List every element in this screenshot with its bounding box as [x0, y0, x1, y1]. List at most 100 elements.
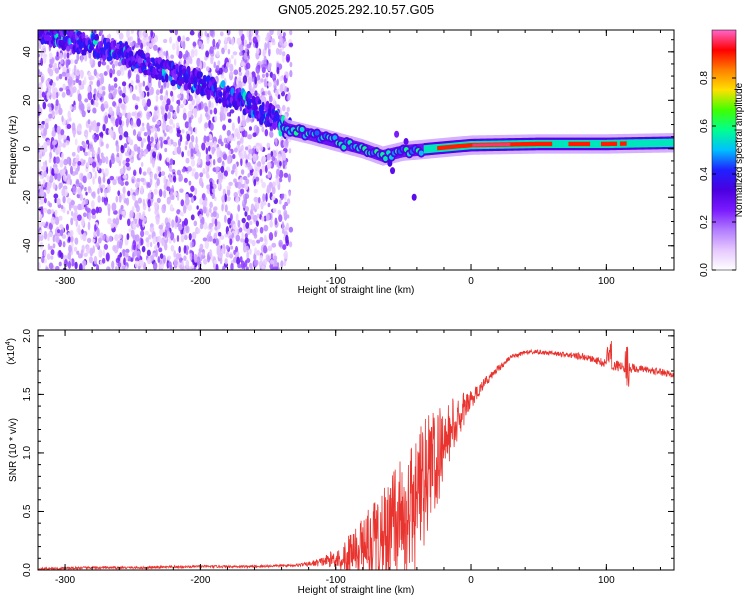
spectrogram-noise-cell	[55, 265, 60, 270]
spectrogram-xlabel: Height of straight line (km)	[298, 285, 415, 296]
spectrogram-noise-cell	[212, 183, 217, 190]
spectrogram-noise-cell	[180, 234, 185, 243]
spectrogram-noise-cell	[226, 129, 231, 137]
spectrogram-noise-cell	[162, 254, 166, 264]
spectrogram-noise-cell	[152, 261, 158, 270]
spectrogram-noise-cell	[244, 237, 249, 244]
spectrogram-noise-cell	[172, 85, 177, 91]
spectrogram-noise-cell	[226, 196, 231, 202]
spectrogram-noise-cell	[199, 243, 204, 250]
spectrogram-noise-cell	[96, 227, 100, 237]
spectrogram-ridge-cell	[37, 20, 41, 29]
spectrogram-noise-cell	[177, 216, 181, 223]
spectrogram-noise-cell	[254, 76, 257, 85]
spectrogram-noise-cell	[79, 69, 84, 77]
spectrogram-ridge-cell	[218, 91, 223, 98]
spectrogram-noise-cell	[274, 231, 277, 238]
spectrogram-noise-cell	[185, 259, 190, 269]
spectrogram-noise-cell	[266, 153, 272, 161]
spectrogram-noise-cell	[256, 239, 261, 244]
spectrogram-noise-cell	[98, 249, 103, 258]
spectrogram-noise-cell	[266, 142, 271, 149]
x-tick-label: -300	[55, 575, 75, 586]
spectrogram-noise-cell	[227, 143, 231, 150]
spectrogram-noise-cell	[65, 63, 69, 69]
spectrogram-noise-cell	[276, 262, 280, 268]
spectrogram-noise-cell	[38, 142, 41, 148]
spectrogram-noise-cell	[60, 205, 64, 210]
spectrogram-noise-cell	[122, 186, 126, 194]
spectrogram-noise-cell	[203, 258, 208, 265]
spectrogram-noise-cell	[142, 171, 147, 176]
spectrogram-noise-cell	[75, 218, 78, 228]
spectrogram-noise-cell	[176, 234, 180, 243]
spectrogram-band-core	[418, 150, 424, 156]
spectrogram-noise-cell	[169, 264, 173, 270]
spectrogram-noise-cell	[137, 146, 141, 154]
spectrogram-noise-cell	[47, 181, 52, 189]
spectrogram-ridge-cell	[54, 22, 57, 30]
spectrogram-noise-cell	[282, 204, 286, 210]
spectrogram-noise-cell	[190, 158, 196, 167]
spectrogram-noise-cell	[199, 113, 203, 123]
spectrogram-noise-cell	[154, 202, 158, 210]
spectrogram-noise-cell	[56, 51, 59, 57]
spectrogram-noise-cell	[248, 220, 253, 226]
spectrogram-noise-cell	[233, 249, 236, 255]
spectrogram-noise-cell	[188, 103, 193, 111]
spectrogram-noise-cell	[43, 230, 48, 240]
spectrogram-noise-cell	[226, 36, 232, 42]
spectrogram-noise-cell	[246, 258, 251, 264]
spectrogram-noise-cell	[141, 98, 147, 107]
spectrogram-noise-cell	[83, 151, 89, 156]
spectrogram-noise-cell	[89, 80, 94, 86]
spectrogram-noise-cell	[271, 186, 276, 195]
spectrogram-noise-cell	[186, 93, 190, 100]
spectrogram-noise-cell	[54, 67, 60, 74]
spectrogram-noise-cell	[147, 192, 152, 200]
spectrogram-noise-cell	[275, 137, 278, 147]
spectrogram-noise-cell	[209, 134, 213, 141]
spectrogram-noise-cell	[111, 260, 115, 270]
y-tick-label: 2.0	[22, 328, 33, 342]
spectrogram-noise-cell	[140, 238, 144, 246]
spectrogram-noise-cell	[255, 220, 259, 227]
spectrogram-noise-cell	[220, 74, 225, 79]
spectrogram-noise-cell	[52, 243, 56, 249]
spectrogram-noise-cell	[51, 110, 55, 116]
spectrogram-noise-cell	[288, 42, 294, 48]
spectrogram-noise-cell	[246, 250, 250, 260]
spectrogram-noise-cell	[221, 113, 226, 121]
spectrogram-noise-cell	[181, 151, 184, 158]
spectrogram-noise-cell	[54, 209, 58, 217]
spectrogram-noise-cell	[43, 170, 47, 178]
spectrogram-noise-cell	[229, 213, 233, 221]
spectrogram-y-tick-label: 40	[22, 46, 33, 58]
spectrogram-noise-cell	[243, 39, 248, 48]
spectrogram-noise-cell	[185, 140, 189, 145]
spectrogram-noise-cell	[242, 176, 248, 181]
spectrogram-noise-cell	[41, 45, 47, 54]
spectrogram-noise-cell	[183, 245, 187, 254]
spectrogram-noise-cell	[74, 261, 78, 270]
spectrogram-noise-cell	[83, 76, 87, 85]
spectrogram-noise-cell	[77, 187, 81, 195]
spectrogram-noise-cell	[97, 153, 100, 163]
spectrogram-noise-cell	[197, 157, 201, 166]
spectrogram-noise-cell	[255, 176, 260, 182]
spectrogram-noise-cell	[153, 188, 158, 195]
snr-scale-base: (x10	[6, 345, 17, 365]
spectrogram-noise-cell	[93, 109, 97, 114]
spectrogram-noise-cell	[126, 233, 130, 241]
spectrogram-noise-cell	[67, 252, 72, 260]
spectrogram-noise-cell	[146, 168, 151, 174]
spectrogram-noise-cell	[130, 80, 134, 86]
spectrogram-noise-cell	[195, 136, 198, 145]
spectrogram-noise-cell	[268, 47, 271, 57]
spectrogram-noise-cell	[154, 173, 158, 180]
spectrogram-ridge-cell	[174, 74, 178, 81]
colorbar-frame	[711, 29, 737, 271]
spectrogram-noise-cell	[247, 134, 252, 140]
spectrogram-noise-cell	[47, 85, 52, 90]
